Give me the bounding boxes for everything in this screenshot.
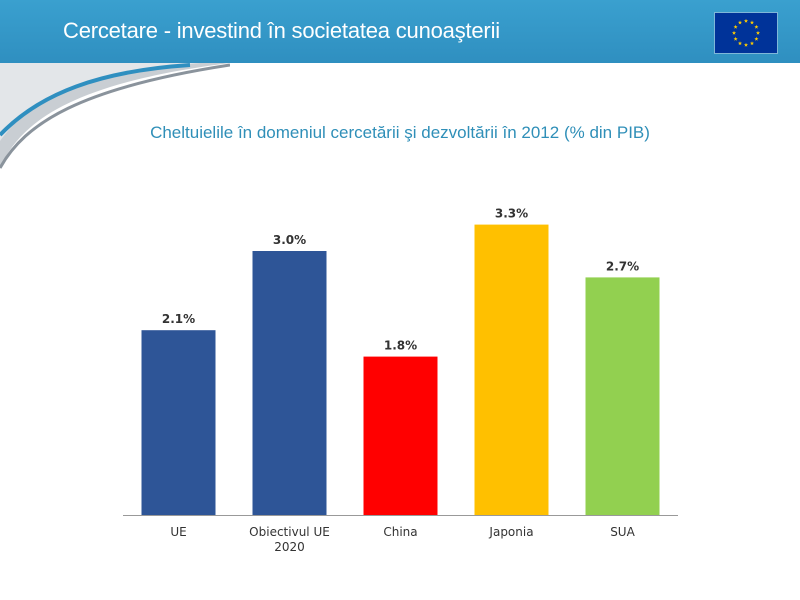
eu-flag-star <box>737 20 743 25</box>
bar-0 <box>141 330 216 515</box>
eu-flag-icon <box>714 12 778 54</box>
eu-flag-star <box>733 24 738 29</box>
decorative-swoosh <box>0 63 230 169</box>
category-label: Obiectivul UE <box>249 525 330 539</box>
eu-flag-star <box>754 24 759 29</box>
eu-flag-star <box>754 36 759 41</box>
eu-flag-star <box>749 20 755 25</box>
header-bar: Cercetare - investind în societatea cuno… <box>0 0 800 63</box>
bar-value-label: 3.0% <box>273 233 306 247</box>
eu-flag-star <box>737 41 743 46</box>
bar-value-label: 3.3% <box>495 207 528 221</box>
bar-4 <box>585 277 660 515</box>
chart-title: Cheltuielile în domeniul cercetării şi d… <box>150 123 650 142</box>
eu-flag-star <box>733 36 738 41</box>
bar-value-label: 2.7% <box>606 259 639 273</box>
category-label: Japonia <box>488 525 533 539</box>
slide-title: Cercetare - investind în societatea cuno… <box>63 18 500 43</box>
category-label: UE <box>170 525 186 539</box>
eu-flag-star <box>743 42 749 47</box>
bar-value-label: 1.8% <box>384 339 417 353</box>
category-label: China <box>383 525 417 539</box>
bar-2 <box>363 356 438 515</box>
eu-flag-star <box>749 41 755 46</box>
bar-3 <box>474 224 549 515</box>
bar-value-label: 2.1% <box>162 312 195 326</box>
category-label: 2020 <box>274 540 305 554</box>
eu-flag-star <box>755 30 761 35</box>
category-label: SUA <box>610 525 635 539</box>
bar-1 <box>252 251 327 515</box>
eu-flag-star <box>731 30 737 35</box>
eu-flag-star <box>743 18 749 23</box>
